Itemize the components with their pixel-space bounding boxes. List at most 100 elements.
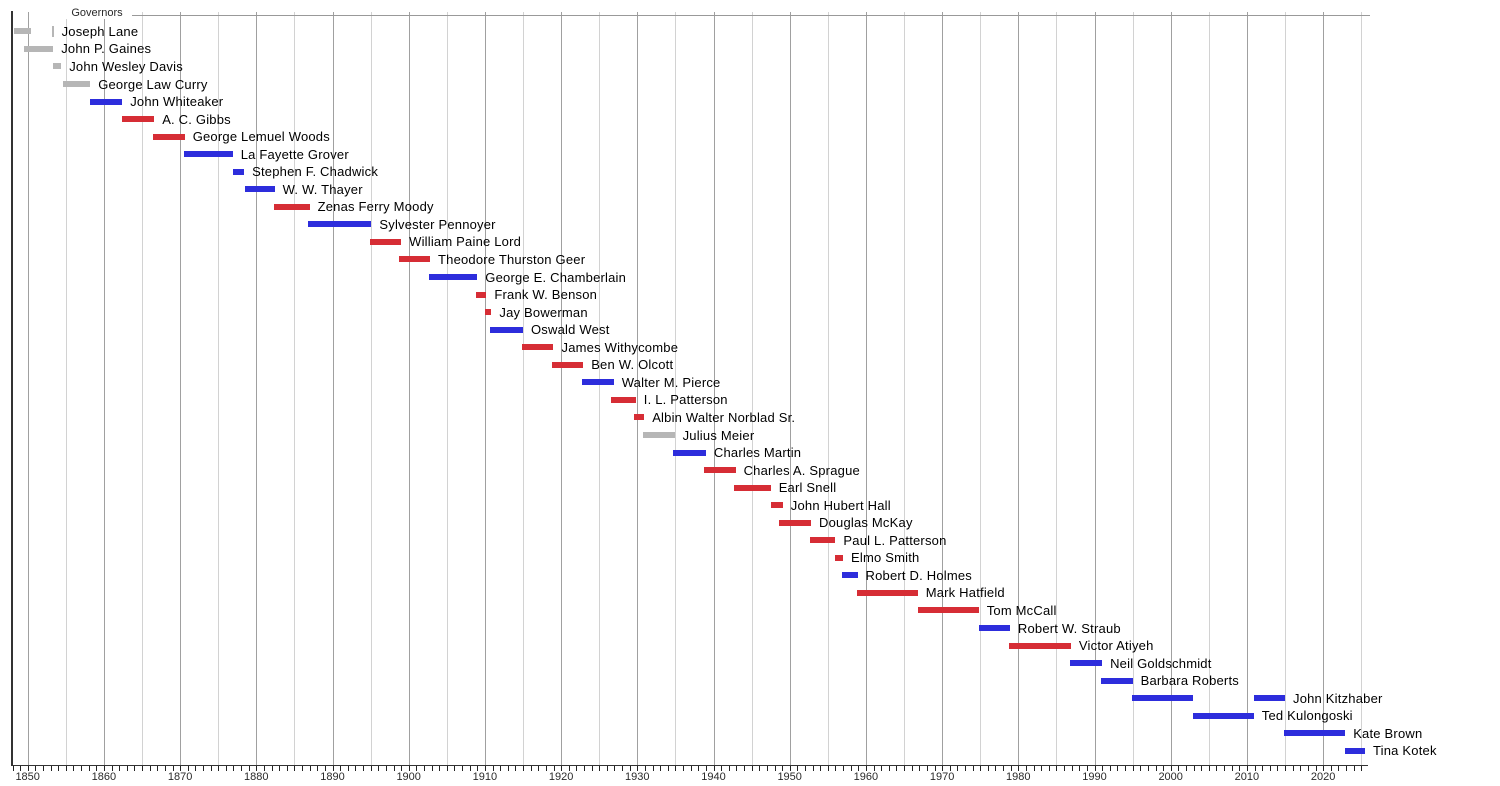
governor-label[interactable]: William Paine Lord [409, 234, 522, 250]
governor-label[interactable]: A. C. Gibbs [162, 111, 231, 127]
governor-label[interactable]: John Hubert Hall [790, 497, 891, 513]
term-bar[interactable] [183, 151, 233, 158]
governor-label[interactable]: Walter M. Pierce [621, 374, 721, 390]
governor-label[interactable]: George Law Curry [98, 76, 208, 92]
governor-label[interactable]: La Fayette Grover [240, 146, 349, 162]
term-bar[interactable] [552, 361, 584, 368]
half-decade-gridline [218, 12, 220, 765]
governor-label[interactable]: Ted Kulongoski [1261, 708, 1353, 724]
term-bar[interactable] [770, 502, 783, 509]
governor-label[interactable]: Charles A. Sprague [743, 462, 860, 478]
governor-label[interactable]: Stephen F. Chadwick [252, 164, 379, 180]
governor-label[interactable]: George Lemuel Woods [192, 129, 330, 145]
governor-label[interactable]: James Withycombe [561, 339, 679, 355]
governor-label[interactable]: Sylvester Pennoyer [379, 216, 496, 232]
term-bar[interactable] [734, 484, 771, 491]
governor-label[interactable]: Albin Walter Norblad Sr. [652, 409, 796, 425]
governor-label[interactable]: John Kitzhaber [1293, 690, 1383, 706]
governor-label[interactable]: Julius Meier [682, 427, 755, 443]
governor-label[interactable]: Kate Brown [1353, 725, 1423, 741]
governor-label[interactable]: Robert D. Holmes [865, 567, 973, 583]
term-bar[interactable] [485, 309, 492, 316]
term-bar[interactable] [834, 554, 844, 561]
governor-label[interactable]: Charles Martin [713, 445, 802, 460]
term-bar[interactable] [673, 449, 706, 456]
term-bar[interactable] [53, 63, 62, 70]
term-bar[interactable] [610, 396, 636, 403]
term-bar[interactable] [308, 221, 372, 228]
year-tick [751, 766, 753, 771]
governor-label[interactable]: Robert W. Straub [1017, 620, 1121, 636]
year-tick [340, 766, 342, 771]
governor-label[interactable]: Neil Goldschmidt [1110, 655, 1212, 671]
governor-label[interactable]: Jay Bowerman [499, 304, 588, 320]
governor-label[interactable]: Paul L. Patterson [843, 532, 947, 548]
year-tick [1216, 766, 1218, 771]
term-bar[interactable] [522, 344, 554, 351]
term-bar[interactable] [1070, 660, 1103, 667]
governor-label[interactable]: Douglas McKay [819, 515, 913, 531]
year-tick [1269, 766, 1271, 771]
year-tick [1086, 766, 1088, 771]
term-bar[interactable] [978, 625, 1010, 631]
governor-label[interactable]: George E. Chamberlain [485, 269, 627, 285]
governor-label[interactable]: Barbara Roberts [1140, 673, 1239, 689]
governor-label[interactable]: Ben W. Olcott [591, 357, 674, 373]
term-bar[interactable] [23, 45, 54, 52]
term-bar[interactable] [1283, 730, 1346, 737]
term-bar[interactable] [856, 589, 918, 596]
term-bar[interactable] [633, 414, 645, 421]
term-bar[interactable] [1131, 695, 1194, 702]
governor-label[interactable]: Joseph Lane [61, 23, 139, 39]
term-bar[interactable] [153, 133, 185, 140]
governor-label[interactable]: I. L. Patterson [643, 392, 728, 408]
governor-label[interactable]: Elmo Smith [851, 550, 920, 566]
governor-label[interactable]: Tom McCall [986, 602, 1057, 618]
term-bar[interactable] [779, 519, 811, 526]
governor-label[interactable]: Frank W. Benson [494, 287, 598, 303]
year-tick [20, 766, 22, 771]
governor-label[interactable]: Mark Hatfield [925, 585, 1005, 601]
term-bar[interactable] [63, 81, 91, 87]
term-bar[interactable] [398, 256, 430, 263]
term-bar[interactable] [1100, 677, 1133, 684]
governor-label[interactable]: Zenas Ferry Moody [317, 199, 434, 215]
term-bar[interactable] [244, 186, 275, 193]
year-tick [1163, 766, 1165, 771]
term-bar[interactable] [428, 274, 478, 280]
term-bar[interactable] [90, 98, 123, 105]
term-bar[interactable] [810, 537, 836, 544]
year-tick [401, 766, 403, 771]
governor-label[interactable]: Tina Kotek [1373, 743, 1437, 759]
term-bar[interactable] [51, 25, 54, 37]
term-bar[interactable] [475, 291, 487, 298]
governor-label[interactable]: Earl Snell [778, 480, 837, 496]
term-bar[interactable] [14, 28, 31, 35]
term-bar[interactable] [1253, 695, 1285, 702]
governor-label[interactable]: John P. Gaines [61, 41, 152, 57]
term-bar[interactable] [1009, 642, 1071, 649]
term-bar[interactable] [273, 203, 310, 210]
year-tick [660, 766, 662, 771]
term-bar[interactable] [643, 432, 675, 438]
term-bar[interactable] [841, 572, 858, 579]
term-bar[interactable] [122, 116, 155, 122]
year-tick [1010, 766, 1012, 771]
term-bar[interactable] [369, 238, 401, 245]
term-bar[interactable] [581, 379, 614, 386]
term-bar[interactable] [232, 168, 245, 175]
year-tick [797, 766, 799, 771]
year-tick [736, 766, 738, 771]
term-bar[interactable] [917, 607, 979, 614]
term-bar[interactable] [1345, 747, 1365, 754]
term-bar[interactable] [1192, 712, 1254, 719]
governor-label[interactable]: John Whiteaker [130, 94, 224, 109]
term-bar[interactable] [703, 467, 736, 474]
governor-label[interactable]: Theodore Thurston Geer [438, 251, 586, 267]
term-bar[interactable] [490, 326, 523, 333]
half-decade-gridline [446, 12, 448, 765]
governor-label[interactable]: Oswald West [531, 322, 610, 338]
governor-label[interactable]: Victor Atiyeh [1078, 638, 1154, 653]
governor-label[interactable]: John Wesley Davis [69, 58, 183, 74]
governor-label[interactable]: W. W. Thayer [282, 181, 363, 197]
